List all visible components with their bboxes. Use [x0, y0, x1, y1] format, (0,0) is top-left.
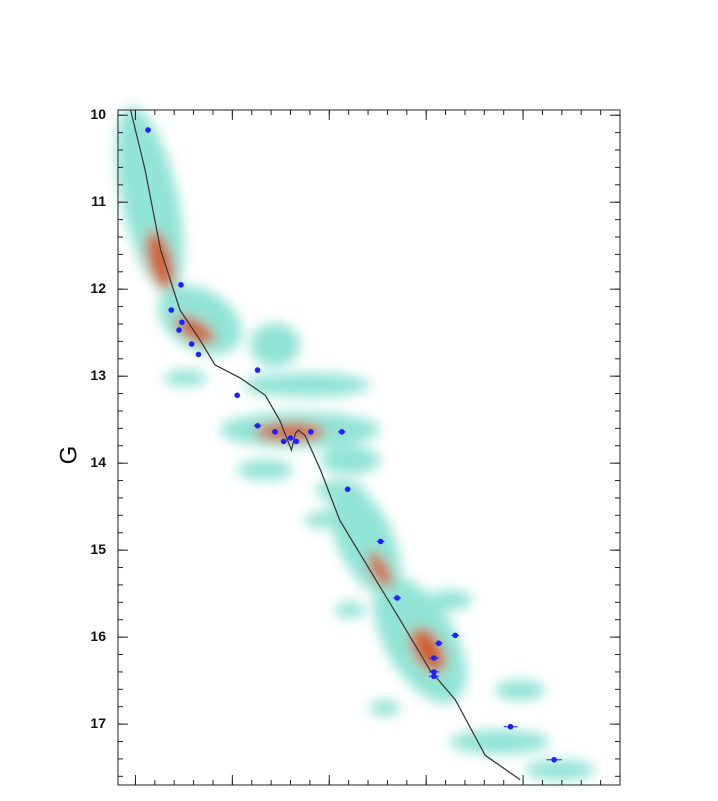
star-point: [176, 327, 182, 333]
star-point: [254, 422, 261, 429]
star-point: [293, 438, 300, 445]
y-tick-label: 12: [90, 280, 106, 296]
star-point: [234, 392, 241, 399]
star-point: [431, 673, 437, 680]
y-tick-label: 11: [91, 193, 106, 209]
density-map: [116, 106, 595, 780]
star-point: [339, 429, 345, 435]
star-point: [507, 723, 514, 730]
y-tick-label: 13: [90, 367, 106, 383]
star-point: [308, 429, 314, 435]
star-point: [179, 319, 185, 326]
y-tick-label: 17: [90, 715, 106, 731]
star-point: [195, 351, 202, 358]
star-point: [272, 429, 278, 435]
star-point: [178, 282, 184, 288]
y-tick-label: 14: [90, 454, 106, 470]
isochrone: [130, 109, 521, 781]
star-point: [431, 655, 437, 661]
star-point: [431, 669, 437, 675]
y-tick-label: 15: [90, 541, 106, 557]
star-point: [254, 367, 261, 373]
y-axis-label: G: [55, 446, 82, 465]
star-point: [377, 538, 384, 545]
star-point: [188, 341, 195, 347]
star-point: [344, 486, 351, 493]
star-point: [168, 307, 175, 313]
star-point: [435, 640, 442, 647]
y-tick-label: 10: [90, 106, 106, 122]
star-point: [287, 435, 294, 441]
star-point: [280, 438, 287, 445]
star-point: [394, 595, 400, 601]
plot-frame: [117, 109, 621, 786]
star-point: [551, 756, 557, 763]
y-tick-label: 16: [90, 628, 106, 644]
star-point: [452, 632, 459, 639]
star-point: [145, 127, 151, 133]
